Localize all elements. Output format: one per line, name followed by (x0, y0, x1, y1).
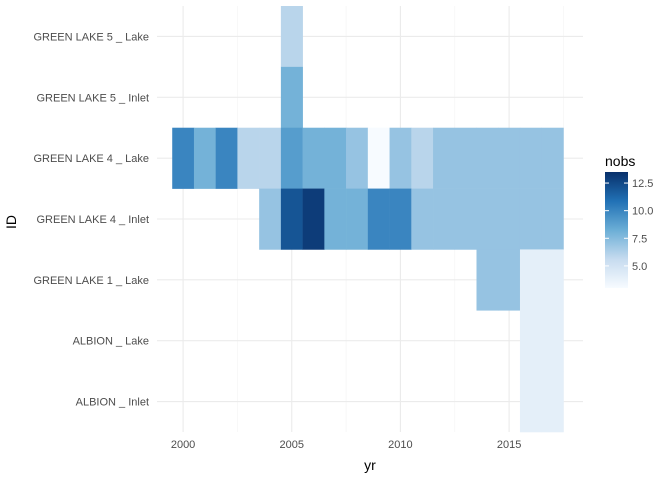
heatmap-cell (454, 127, 477, 189)
legend-ticks: 5.0 7.5 10.0 12.5 (605, 178, 653, 273)
heatmap-cell (411, 127, 434, 189)
heatmap-cell (367, 127, 390, 189)
heatmap-cell (411, 188, 434, 250)
heatmap-cells (172, 6, 564, 433)
y-tick-label: GREEN LAKE 5 _ Inlet (37, 92, 150, 104)
heatmap-cell (237, 127, 260, 189)
heatmap-cell (302, 127, 325, 189)
heatmap-cell (367, 188, 390, 250)
heatmap-cell (433, 127, 456, 189)
heatmap-cell (541, 249, 564, 311)
x-tick-labels: 2000 2005 2010 2015 (171, 439, 522, 451)
heatmap-cell (324, 188, 347, 250)
heatmap-cell (280, 66, 303, 129)
x-tick-label: 2015 (497, 439, 521, 451)
heatmap-cell (259, 127, 282, 189)
heatmap-cell (476, 127, 499, 189)
y-tick-label: GREEN LAKE 4 _ Lake (33, 153, 149, 165)
heatmap-cell (541, 188, 564, 250)
heatmap-cell (346, 188, 369, 250)
heatmap-cell (519, 127, 543, 189)
heatmap-cell (389, 127, 412, 189)
y-tick-label: GREEN LAKE 4 _ Inlet (37, 214, 150, 226)
y-tick-labels: ALBION _ Inlet ALBION _ Lake GREEN LAKE 1 … (33, 31, 149, 408)
heatmap-cell (454, 188, 477, 250)
heatmap-cell (476, 249, 499, 311)
heatmap-cell (302, 188, 325, 250)
y-axis-title: ID (3, 215, 19, 229)
heatmap-cell (324, 127, 347, 189)
heatmap-cell (519, 188, 543, 250)
legend-tick-label: 7.5 (632, 233, 647, 245)
legend-colorbar (605, 172, 628, 288)
color-legend: nobs 5.0 7.5 10.0 12.5 (605, 153, 653, 288)
heatmap-cell (498, 249, 521, 311)
legend-tick-label: 12.5 (632, 178, 653, 190)
heatmap-cell (172, 127, 195, 189)
heatmap-cell (519, 249, 543, 311)
y-tick-label: ALBION _ Lake (73, 336, 149, 348)
legend-title: nobs (605, 153, 635, 169)
heatmap-cell (519, 371, 543, 433)
x-tick-label: 2010 (388, 439, 412, 451)
heatmap-cell (280, 6, 303, 68)
heatmap-cell (541, 371, 564, 433)
y-tick-label: ALBION _ Inlet (76, 397, 149, 409)
heatmap-cell (498, 188, 521, 250)
heatmap-cell (541, 310, 564, 372)
x-tick-label: 2005 (280, 439, 304, 451)
heatmap-cell (280, 188, 303, 250)
legend-tick-label: 10.0 (632, 206, 653, 218)
heatmap-cell (541, 127, 564, 189)
heatmap-cell (389, 188, 412, 250)
heatmap-cell (433, 188, 456, 250)
x-tick-label: 2000 (171, 439, 195, 451)
heatmap-cell (280, 127, 303, 189)
legend-tick-label: 5.0 (632, 261, 647, 273)
heatmap-cell (215, 127, 238, 189)
heatmap-cell (476, 188, 499, 250)
heatmap-cell (498, 127, 521, 189)
y-tick-label: GREEN LAKE 5 _ Lake (33, 31, 149, 43)
heatmap-cell (346, 127, 369, 189)
heatmap-cell (519, 310, 543, 372)
heatmap-cell (193, 127, 216, 189)
heatmap-cell (259, 188, 282, 250)
x-axis-title: yr (364, 457, 376, 473)
y-tick-label: GREEN LAKE 1 _ Lake (33, 275, 149, 287)
